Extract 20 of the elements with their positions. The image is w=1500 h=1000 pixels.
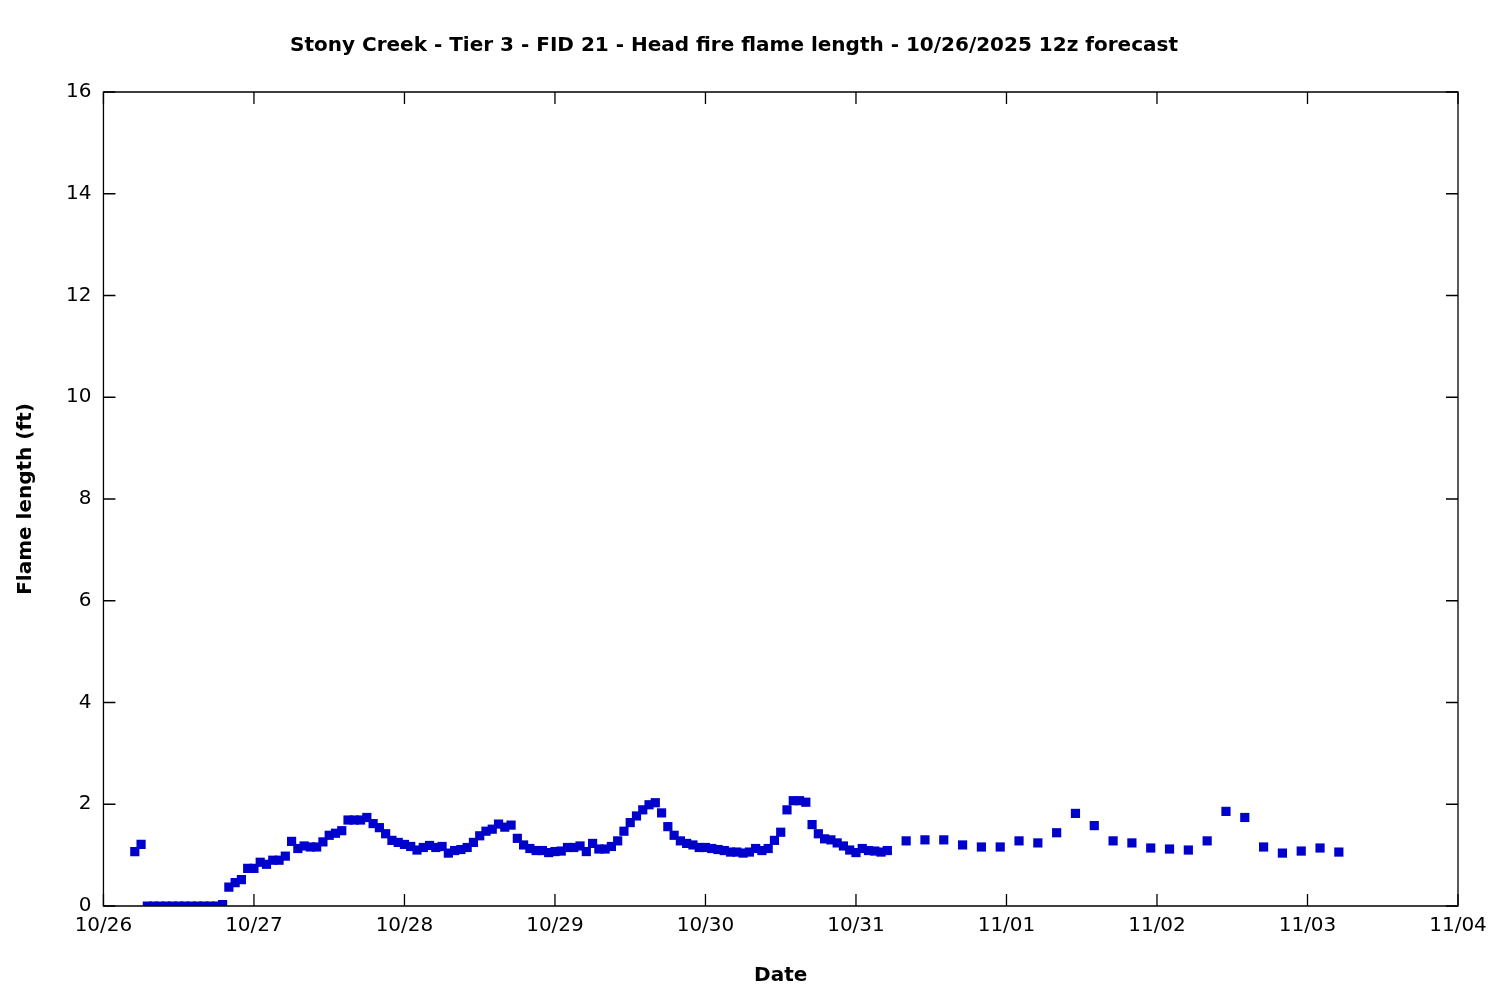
x-tick-label: 11/02 [1128, 912, 1186, 937]
x-tick-label: 10/30 [676, 912, 735, 937]
x-tick-label: 10/31 [827, 912, 885, 937]
y-tick-label: 4 [78, 688, 92, 713]
chart-title: Stony Creek - Tier 3 - FID 21 - Head fire flame length - 10/26/2025 12z forecast [290, 32, 1179, 57]
y-tick-label: 12 [66, 281, 92, 306]
y-tick-label: 16 [66, 78, 92, 103]
y-tick-label: 8 [78, 485, 92, 510]
x-tick-label: 11/03 [1278, 912, 1337, 937]
y-tick-label: 2 [78, 790, 92, 815]
x-tick-label: 10/27 [225, 912, 283, 937]
x-tick-label: 11/04 [1429, 912, 1487, 937]
y-axis-title: Flame length (ft) [12, 403, 37, 595]
y-tick-label: 6 [78, 586, 92, 611]
y-tick-label: 10 [66, 383, 92, 408]
x-axis-title: Date [754, 962, 808, 987]
y-tick-label: 14 [66, 179, 92, 204]
x-tick-label: 10/28 [375, 912, 434, 937]
x-tick-label: 11/01 [977, 912, 1036, 937]
x-tick-label: 10/29 [526, 912, 584, 937]
